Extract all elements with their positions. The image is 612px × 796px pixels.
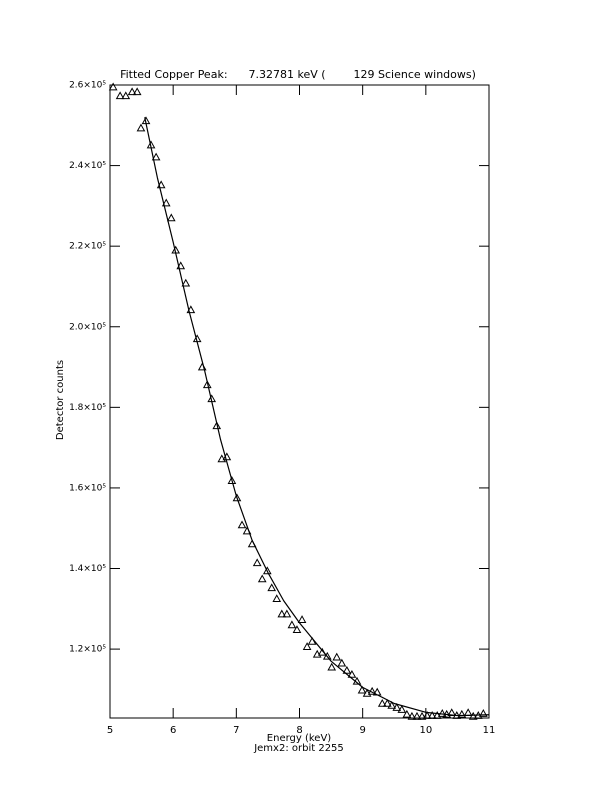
- x-tick-label: 8: [296, 725, 302, 736]
- data-point: [302, 642, 312, 650]
- data-point: [161, 198, 171, 207]
- x-tick-label: 11: [483, 725, 496, 736]
- data-point: [272, 594, 282, 603]
- data-point: [121, 91, 131, 100]
- data-point: [267, 583, 277, 592]
- y-tick-label: 1.4×10⁵: [69, 564, 106, 574]
- data-point: [322, 651, 332, 660]
- data-point: [108, 82, 118, 91]
- x-tick-label: 9: [359, 725, 365, 736]
- data-point: [292, 625, 302, 634]
- data-point: [457, 709, 467, 718]
- data-point: [468, 711, 478, 720]
- data-point: [282, 609, 292, 618]
- data-point: [257, 574, 267, 583]
- data-point: [437, 709, 447, 717]
- data-point: [412, 711, 422, 720]
- data-point: [237, 520, 247, 529]
- y-tick-label: 2.2×10⁵: [69, 242, 106, 252]
- data-point: [252, 558, 262, 567]
- data-point: [277, 609, 287, 618]
- y-tick-label: 1.2×10⁵: [69, 645, 106, 655]
- x-tick-label: 5: [107, 725, 113, 736]
- data-point: [422, 711, 432, 719]
- y-tick-label: 2.6×10⁵: [69, 81, 106, 91]
- data-point: [392, 702, 402, 711]
- data-point: [262, 566, 272, 575]
- x-tick-label: 7: [233, 725, 239, 736]
- data-point: [342, 665, 352, 674]
- y-tick-label: 1.8×10⁵: [69, 403, 106, 413]
- data-point: [115, 91, 125, 100]
- data-point: [151, 152, 161, 161]
- data-point: [287, 620, 297, 629]
- data-point: [337, 658, 347, 667]
- x-tick-label: 6: [170, 725, 176, 736]
- data-point: [166, 213, 176, 222]
- fit-line: [144, 117, 490, 717]
- data-point: [297, 615, 307, 623]
- data-point: [427, 711, 437, 719]
- data-point: [127, 87, 137, 96]
- data-point: [202, 380, 212, 389]
- data-point: [478, 709, 488, 717]
- data-point: [407, 711, 417, 720]
- x-axis-label: Energy (keV): [267, 733, 332, 744]
- data-point: [382, 698, 392, 707]
- x-tick-label: 10: [419, 725, 432, 736]
- y-tick-label: 2.4×10⁵: [69, 161, 106, 171]
- data-point: [357, 685, 367, 694]
- data-point: [232, 493, 242, 502]
- data-point: [347, 669, 357, 678]
- data-point: [332, 652, 342, 661]
- chart-title: Fitted Copper Peak: 7.32781 keV ( 129 Sc…: [120, 68, 476, 81]
- y-tick-label: 2.0×10⁵: [69, 322, 106, 332]
- y-axis-label: Detector counts: [55, 360, 66, 440]
- data-point: [181, 278, 191, 287]
- data-point: [397, 705, 407, 713]
- data-point: [377, 698, 387, 707]
- data-point: [402, 709, 412, 718]
- data-point: [136, 123, 146, 132]
- subtitle: Jemx2: orbit 2255: [253, 743, 344, 754]
- data-point: [212, 421, 222, 430]
- data-point: [387, 700, 397, 709]
- data-point: [417, 711, 427, 720]
- data-point: [132, 87, 142, 96]
- data-point: [227, 476, 237, 484]
- y-tick-label: 1.6×10⁵: [69, 483, 106, 493]
- data-point: [327, 662, 337, 671]
